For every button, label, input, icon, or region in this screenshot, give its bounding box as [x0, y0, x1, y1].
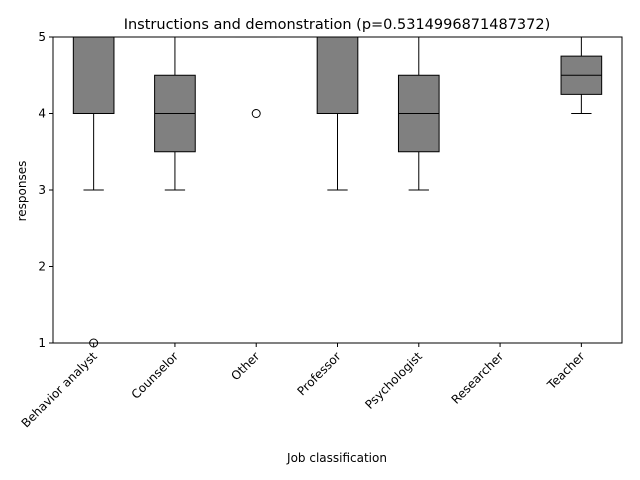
outlier-point [251, 109, 261, 118]
y-tick-label: 4 [38, 107, 46, 121]
x-axis-label: Job classification [286, 451, 387, 465]
y-tick-label: 2 [38, 260, 46, 274]
y-tick-label: 5 [38, 30, 46, 44]
x-tick-label: Psychologist [362, 349, 425, 412]
x-tick-label: Researcher [449, 349, 507, 407]
box [316, 36, 359, 114]
y-tick-label: 1 [38, 336, 46, 350]
x-tick-label: Counselor [129, 349, 181, 401]
y-tick-label: 3 [38, 183, 46, 197]
x-tick-label: Behavior analyst [19, 349, 100, 430]
x-tick-label: Teacher [544, 349, 588, 393]
plot-area: 1 2 3 4 5 Behavior analyst Counselor Other Profe… [19, 30, 623, 430]
x-tick-label: Professor [295, 349, 344, 398]
chart-title: Instructions and demonstration (p=0.5314… [124, 17, 551, 33]
x-tick-label: Other [228, 349, 262, 383]
y-axis-label: responses [15, 161, 29, 222]
box [72, 36, 115, 114]
